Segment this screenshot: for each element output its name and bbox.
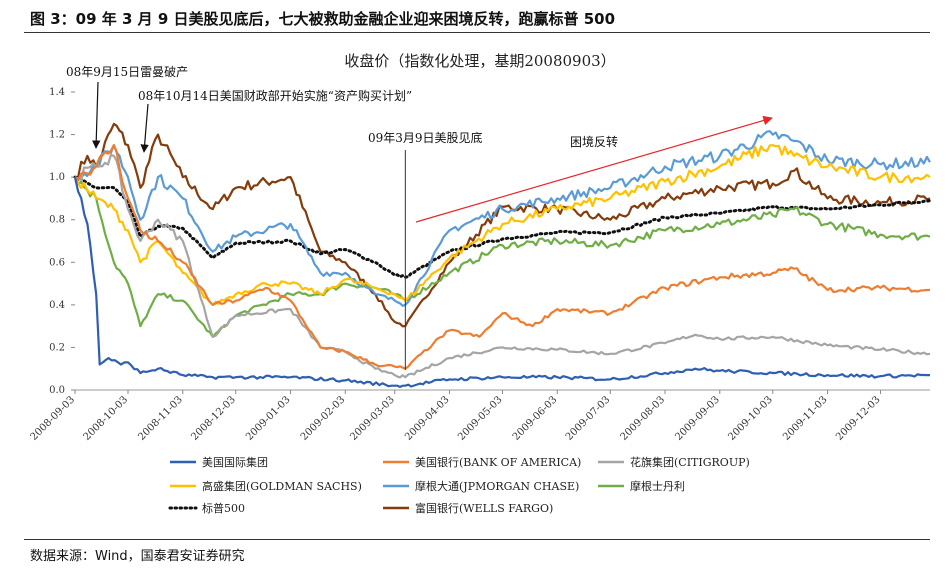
annotation-reversal: 困境反转 xyxy=(570,134,618,149)
legend-label-2: 花旗集团(CITIGROUP) xyxy=(630,455,750,469)
annotation-bottom: 09年3月9日美股见底 xyxy=(368,130,483,145)
x-tick-label: 2008-09-03 xyxy=(29,394,78,443)
x-tick-label: 2009-05-03 xyxy=(456,394,505,443)
series-line-6 xyxy=(73,175,932,279)
y-tick-label: 1.0 xyxy=(49,172,65,183)
x-tick-label: 2009-04-03 xyxy=(403,394,452,443)
legend-label-6: 标普500 xyxy=(202,501,245,515)
series-line-0 xyxy=(73,176,930,388)
legend-label-4: 摩根大通(JPMORGAN CHASE) xyxy=(415,479,579,493)
x-tick-label: 2009-08-03 xyxy=(619,394,668,443)
y-tick-label: 0.2 xyxy=(49,342,65,353)
x-tick-label: 2009-07-03 xyxy=(564,394,613,443)
legend-label-3: 高盛集团(GOLDMAN SACHS) xyxy=(202,479,362,493)
annotation-lehman: 08年9月15日雷曼破产 xyxy=(66,64,188,79)
arrow-lehman xyxy=(92,81,101,149)
x-tick-label: 2009-12-03 xyxy=(834,394,883,443)
x-tick-label: 2009-01-03 xyxy=(244,394,293,443)
y-tick-label: 0.0 xyxy=(49,385,65,396)
series-line-4 xyxy=(74,130,931,307)
legend-label-7: 富国银行(WELLS FARGO) xyxy=(415,501,553,515)
series-line-3 xyxy=(74,144,931,306)
x-tick-label: 2009-06-03 xyxy=(511,394,560,443)
x-tick-label: 2009-03-03 xyxy=(348,394,397,443)
x-tick-label: 2009-02-03 xyxy=(299,394,348,443)
y-tick-label: 1.2 xyxy=(49,130,65,141)
legend-label-5: 摩根士丹利 xyxy=(630,479,685,493)
series-line-1 xyxy=(74,144,930,370)
y-tick-label: 1.4 xyxy=(49,87,65,98)
figure-title: 图 3：09 年 3 月 9 日美股见底后，七大被救助金融企业迎来困境反转，跑赢… xyxy=(30,10,616,28)
y-tick-label: 0.6 xyxy=(49,257,65,268)
data-source: 数据来源：Wind，国泰君安证券研究 xyxy=(30,549,245,564)
series-line-2 xyxy=(74,153,931,379)
x-tick-label: 2009-10-03 xyxy=(726,394,775,443)
bottom-rule xyxy=(24,539,930,540)
reversal-arrow xyxy=(415,115,773,223)
x-tick-label: 2008-12-03 xyxy=(189,394,238,443)
x-tick-label: 2008-11-03 xyxy=(136,394,185,443)
y-tick-label: 0.4 xyxy=(49,300,65,311)
x-tick-label: 2009-11-03 xyxy=(781,394,830,443)
annotation-tarp: 08年10月14日美国财政部开始实施“资产购买计划” xyxy=(138,88,412,103)
top-rule xyxy=(24,32,930,33)
y-tick-label: 0.8 xyxy=(49,215,65,226)
x-tick-label: 2009-09-03 xyxy=(673,394,722,443)
legend-label-1: 美国银行(BANK OF AMERICA) xyxy=(415,455,581,469)
arrow-tarp xyxy=(140,103,149,153)
legend-label-0: 美国国际集团 xyxy=(202,455,268,469)
chart-title: 收盘价（指数化处理，基期20080903） xyxy=(344,52,615,70)
x-tick-label: 2008-10-03 xyxy=(82,394,131,443)
